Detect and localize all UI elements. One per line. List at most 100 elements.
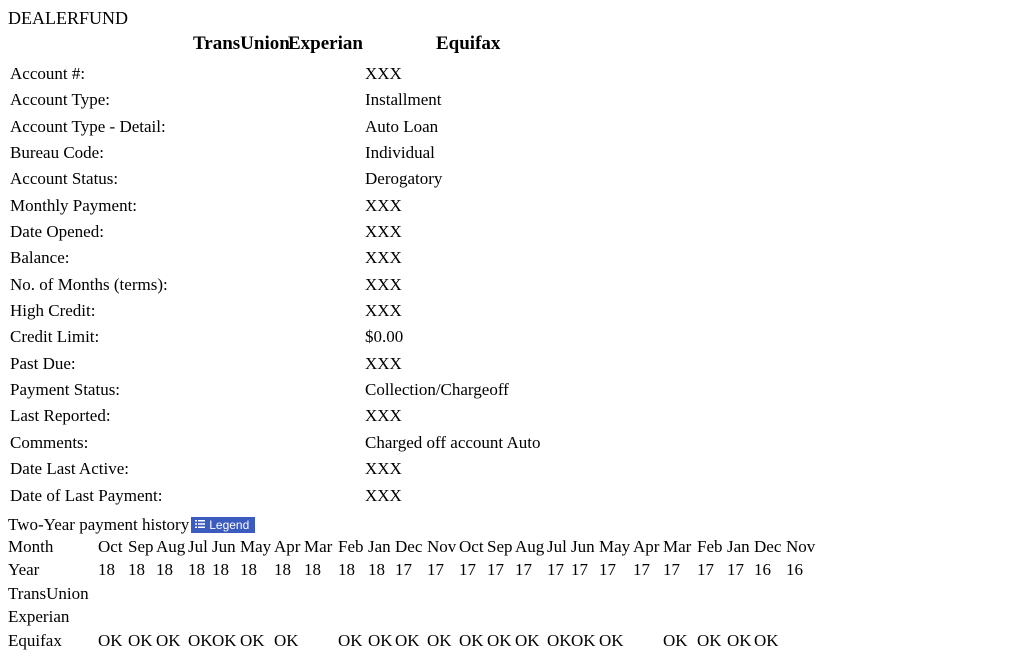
history-equifax-row: EquifaxOKOKOKOKOKOKOKOKOKOKOKOKOKOKOKOKO…: [8, 629, 1016, 652]
detail-value: Derogatory: [365, 166, 442, 192]
history-month-row: MonthOctSepAugJulJunMayAprMarFebJanDecNo…: [8, 535, 1016, 558]
history-experian-row-cell: [697, 605, 727, 628]
history-year-row-cell: 17: [727, 558, 754, 581]
history-section-header: Two-Year payment history Legend: [8, 515, 1016, 535]
history-transunion-row-cell: [128, 582, 156, 605]
detail-label: Past Due:: [8, 351, 365, 377]
bureau-header: TransUnion Experian Equifax: [8, 33, 1016, 55]
detail-row: Last Reported:XXX: [8, 403, 1016, 429]
history-transunion-row-cell: [515, 582, 547, 605]
detail-value: XXX: [365, 219, 402, 245]
history-month-row-cell: Mar: [663, 535, 697, 558]
history-year-row-cell: 16: [786, 558, 818, 581]
history-experian-row-cell: [515, 605, 547, 628]
history-month-row-cell: Jan: [368, 535, 395, 558]
detail-value: Individual: [365, 140, 435, 166]
detail-row: High Credit:XXX: [8, 298, 1016, 324]
history-year-row-cell: 18: [368, 558, 395, 581]
detail-value: Collection/Chargeoff: [365, 377, 509, 403]
history-transunion-row-cell: [212, 582, 240, 605]
detail-row: Account Type - Detail:Auto Loan: [8, 114, 1016, 140]
history-equifax-row-cell: OK: [663, 629, 697, 652]
detail-row: Monthly Payment:XXX: [8, 193, 1016, 219]
legend-label: Legend: [209, 518, 249, 532]
history-transunion-row-cell: [547, 582, 571, 605]
detail-row: Credit Limit:$0.00: [8, 324, 1016, 350]
history-experian-row-cell: [547, 605, 571, 628]
history-month-row-cell: Jul: [188, 535, 212, 558]
detail-row: Balance:XXX: [8, 245, 1016, 271]
history-equifax-row-cell: OK: [571, 629, 599, 652]
history-experian-row-cell: [304, 605, 338, 628]
history-title: Two-Year payment history: [8, 515, 189, 535]
detail-value: XXX: [365, 193, 402, 219]
history-experian-row-cell: [338, 605, 368, 628]
history-month-row-cell: Oct: [459, 535, 487, 558]
history-year-row-cell: 17: [571, 558, 599, 581]
history-transunion-row-cell: [487, 582, 515, 605]
history-transunion-row-cell: [571, 582, 599, 605]
history-equifax-row-cell: OK: [547, 629, 571, 652]
history-transunion-row-cell: [368, 582, 395, 605]
history-transunion-row-cell: [338, 582, 368, 605]
history-equifax-row-cell: OK: [697, 629, 727, 652]
legend-badge[interactable]: Legend: [191, 517, 255, 533]
history-equifax-row-label: Equifax: [8, 629, 98, 652]
history-month-row-cell: May: [240, 535, 274, 558]
history-year-row-cell: 17: [427, 558, 459, 581]
history-month-row-cell: Jun: [571, 535, 599, 558]
history-equifax-row-cell: [633, 629, 663, 652]
detail-row: Date Last Active:XXX: [8, 456, 1016, 482]
history-month-row-cell: Sep: [128, 535, 156, 558]
history-experian-row-cell: [663, 605, 697, 628]
history-experian-row-cell: [786, 605, 818, 628]
detail-label: Bureau Code:: [8, 140, 365, 166]
history-month-row-cell: Feb: [697, 535, 727, 558]
history-year-row: Year181818181818181818181717171717171717…: [8, 558, 1016, 581]
history-equifax-row-cell: OK: [212, 629, 240, 652]
detail-label: Balance:: [8, 245, 365, 271]
history-equifax-row-cell: OK: [599, 629, 633, 652]
history-experian-row-cell: [128, 605, 156, 628]
history-experian-row-cell: [98, 605, 128, 628]
history-year-row-cell: 18: [128, 558, 156, 581]
detail-value: $0.00: [365, 324, 403, 350]
history-year-row-cell: 17: [459, 558, 487, 581]
history-equifax-row-cell: OK: [188, 629, 212, 652]
history-equifax-row-cell: OK: [338, 629, 368, 652]
detail-row: Account #:XXX: [8, 61, 1016, 87]
history-month-row-cell: Jun: [212, 535, 240, 558]
history-equifax-row-cell: OK: [727, 629, 754, 652]
detail-label: No. of Months (terms):: [8, 272, 365, 298]
detail-label: Comments:: [8, 430, 365, 456]
history-experian-row-label: Experian: [8, 605, 98, 628]
history-equifax-row-cell: OK: [98, 629, 128, 652]
detail-row: Date Opened:XXX: [8, 219, 1016, 245]
detail-row: Comments:Charged off account Auto: [8, 430, 1016, 456]
history-month-row-cell: Apr: [274, 535, 304, 558]
history-experian-row-cell: [427, 605, 459, 628]
history-month-row-cell: Nov: [427, 535, 459, 558]
detail-value: Installment: [365, 87, 441, 113]
history-equifax-row-cell: OK: [128, 629, 156, 652]
detail-row: Payment Status:Collection/Chargeoff: [8, 377, 1016, 403]
history-year-row-cell: 17: [599, 558, 633, 581]
history-transunion-row-cell: [156, 582, 188, 605]
history-equifax-row-cell: OK: [156, 629, 188, 652]
history-experian-row-cell: [240, 605, 274, 628]
history-year-row-cell: 16: [754, 558, 786, 581]
history-year-row-cell: 17: [663, 558, 697, 581]
detail-label: Account Type - Detail:: [8, 114, 365, 140]
history-equifax-row-cell: OK: [395, 629, 427, 652]
detail-value: XXX: [365, 298, 402, 324]
history-experian-row-cell: [156, 605, 188, 628]
bureau-header-spacer: [8, 33, 193, 55]
history-experian-row-cell: [599, 605, 633, 628]
history-year-row-cell: 18: [240, 558, 274, 581]
history-month-row-label: Month: [8, 535, 98, 558]
history-experian-row-cell: [727, 605, 754, 628]
detail-row: No. of Months (terms):XXX: [8, 272, 1016, 298]
history-equifax-row-cell: OK: [240, 629, 274, 652]
history-year-row-label: Year: [8, 558, 98, 581]
history-transunion-row-cell: [663, 582, 697, 605]
